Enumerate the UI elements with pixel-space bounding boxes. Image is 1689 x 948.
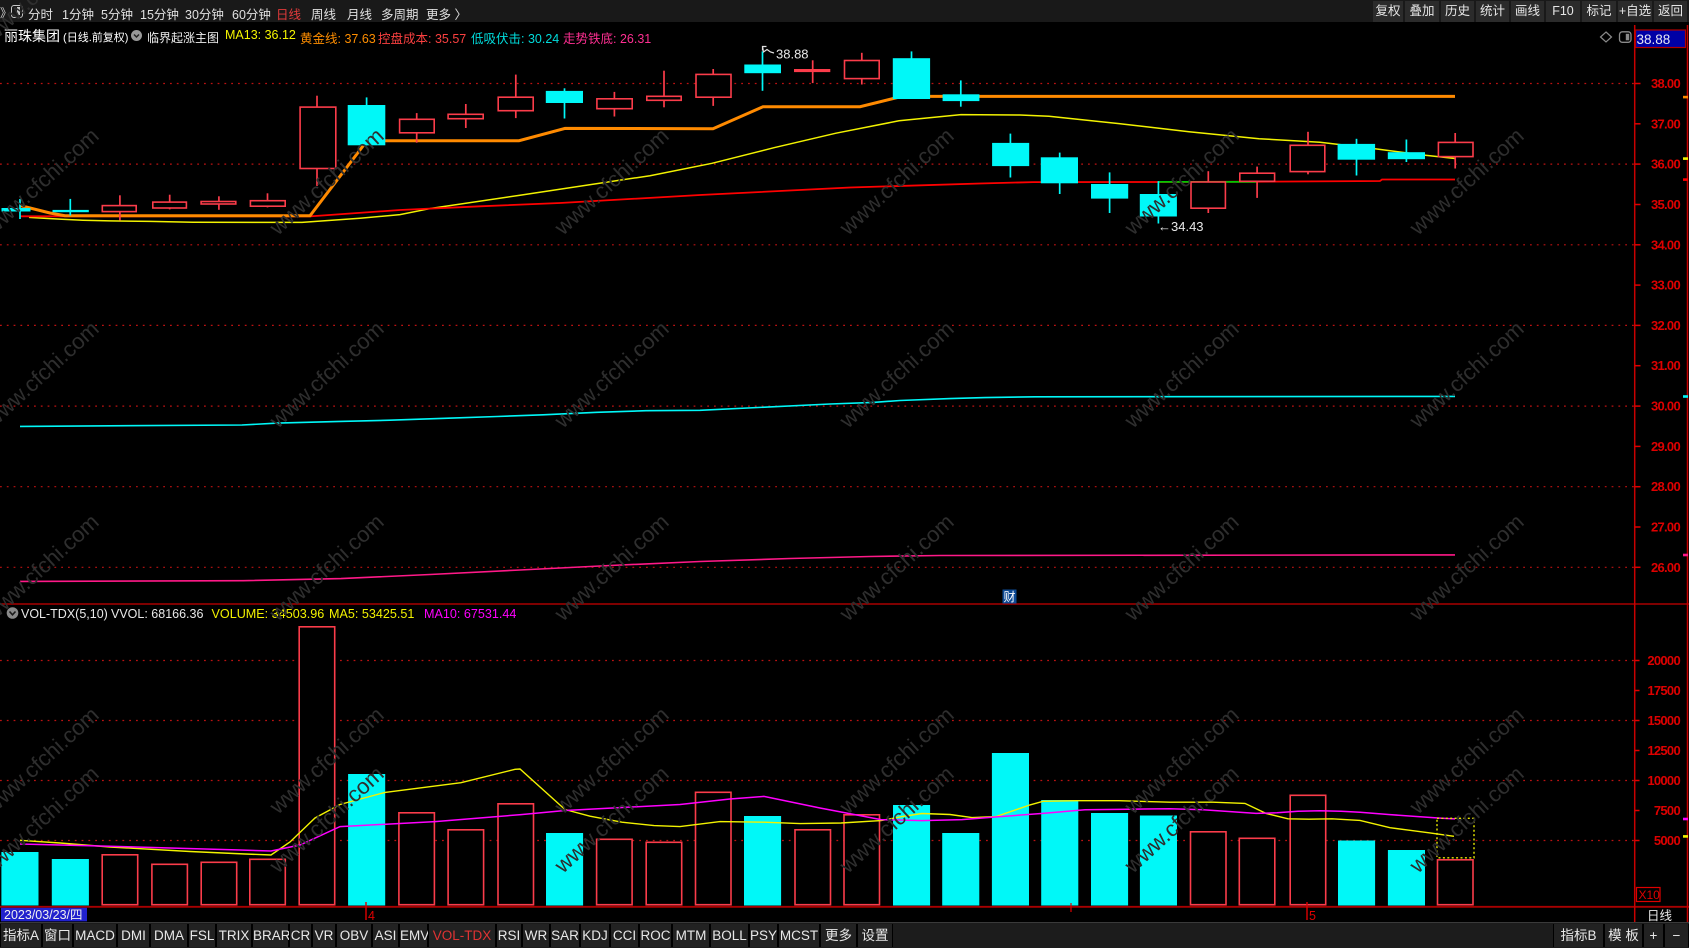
svg-text:35.00: 35.00: [1651, 197, 1681, 212]
svg-text:32.00: 32.00: [1651, 318, 1681, 333]
svg-text:5000: 5000: [1654, 833, 1681, 848]
svg-text:17500: 17500: [1647, 683, 1680, 698]
svg-text:36.00: 36.00: [1651, 157, 1681, 172]
svg-text:4: 4: [368, 909, 375, 922]
svg-text:日线: 日线: [1647, 909, 1673, 922]
svg-text:38.00: 38.00: [1651, 76, 1681, 91]
svg-text:VVOL: 68166.36: VVOL: 68166.36: [111, 607, 203, 621]
svg-text:38.88: 38.88: [776, 47, 809, 62]
svg-text:2023/03/23/四: 2023/03/23/四: [4, 908, 83, 922]
svg-text:7500: 7500: [1654, 803, 1681, 818]
svg-text:38.88: 38.88: [1637, 32, 1671, 47]
svg-text:10000: 10000: [1647, 773, 1680, 788]
svg-text:MA5: 53425.51: MA5: 53425.51: [329, 607, 414, 621]
svg-text:26.00: 26.00: [1651, 560, 1681, 575]
svg-text:12500: 12500: [1647, 743, 1680, 758]
svg-text:←34.43: ←34.43: [1158, 219, 1204, 234]
svg-text:30.00: 30.00: [1651, 399, 1681, 414]
svg-text:34.00: 34.00: [1651, 237, 1681, 252]
svg-text:VOLUME: 34503.96: VOLUME: 34503.96: [212, 607, 325, 621]
svg-text:37.00: 37.00: [1651, 116, 1681, 131]
svg-text:28.00: 28.00: [1651, 479, 1681, 494]
svg-text:MA10: 67531.44: MA10: 67531.44: [424, 607, 516, 621]
svg-text:27.00: 27.00: [1651, 520, 1681, 535]
svg-text:31.00: 31.00: [1651, 358, 1681, 373]
svg-text:X10: X10: [1639, 888, 1661, 902]
svg-text:33.00: 33.00: [1651, 278, 1681, 293]
svg-text:财: 财: [1004, 590, 1016, 604]
svg-text:VOL-TDX(5,10): VOL-TDX(5,10): [21, 607, 108, 621]
svg-text:29.00: 29.00: [1651, 439, 1681, 454]
svg-text:20000: 20000: [1647, 653, 1680, 668]
svg-text:5: 5: [1309, 909, 1316, 922]
svg-text:15000: 15000: [1647, 713, 1680, 728]
